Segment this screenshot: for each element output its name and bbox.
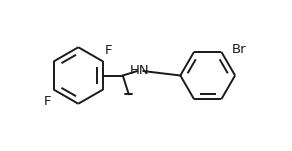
Text: F: F xyxy=(44,95,51,108)
Text: HN: HN xyxy=(129,64,149,77)
Text: Br: Br xyxy=(231,43,246,56)
Text: F: F xyxy=(105,44,113,57)
